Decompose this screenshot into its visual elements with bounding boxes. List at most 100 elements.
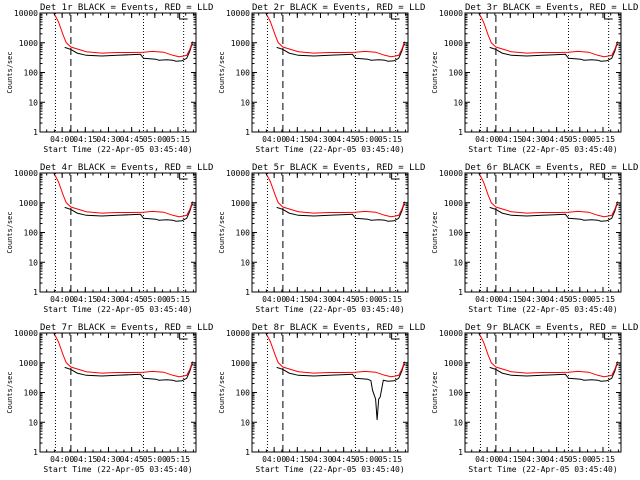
y-tick-label: 10 [240, 418, 250, 427]
x-axis-label: Start Time (22-Apr-05 03:45:40) [468, 465, 617, 474]
y-tick-label: 10 [240, 258, 250, 267]
series-lld-line [478, 332, 619, 378]
x-tick-label: 04:00 [262, 135, 286, 144]
corner-bracket [604, 13, 613, 20]
panel-title: Det 6r BLACK = Events, RED = LLD [465, 163, 638, 173]
series-events-line [64, 203, 194, 222]
y-axis-label: Counts/sec [431, 211, 439, 253]
plot-frame [39, 332, 197, 453]
y-tick-label: 100 [236, 389, 251, 398]
x-tick-label: 04:45 [332, 295, 356, 304]
y-tick-label: 10000 [14, 329, 38, 338]
x-tick-label: 04:45 [545, 455, 569, 464]
y-tick-label: 10000 [14, 169, 38, 178]
panel-title: Det 2r BLACK = Events, RED = LLD [252, 3, 425, 13]
y-axis-label: Counts/sec [218, 211, 226, 253]
series-events-line [64, 363, 194, 382]
x-axis-label: Start Time (22-Apr-05 03:45:40) [468, 145, 617, 154]
y-axis-label: Counts/sec [6, 371, 14, 413]
y-tick-label: 1 [458, 128, 463, 137]
y-tick-label: 10 [28, 418, 38, 427]
x-tick-label: 04:30 [308, 135, 332, 144]
x-tick-label: 04:45 [120, 295, 144, 304]
series-lld-line [265, 332, 406, 378]
x-tick-label: 05:15 [591, 455, 615, 464]
y-tick-label: 100 [236, 69, 251, 78]
x-tick-label: 04:30 [521, 455, 545, 464]
y-tick-label: 1 [458, 288, 463, 297]
series-lld-line [478, 12, 619, 58]
y-tick-label: 1000 [444, 39, 463, 48]
plot-frame [464, 12, 622, 133]
x-tick-label: 05:00 [355, 295, 379, 304]
x-tick-label: 05:15 [378, 295, 402, 304]
y-tick-label: 1000 [19, 359, 38, 368]
y-tick-label: 1000 [19, 39, 38, 48]
y-tick-label: 100 [24, 69, 39, 78]
y-tick-label: 10000 [439, 9, 463, 18]
x-tick-label: 04:30 [521, 295, 545, 304]
x-tick-label: 04:00 [475, 295, 499, 304]
detector-panel-7: 1 10 100 1000 10000 04:00 04:15 04:30 04:45 05:00… [6, 323, 213, 474]
x-axis-label: Start Time (22-Apr-05 03:45:40) [255, 465, 404, 474]
x-tick-label: 05:15 [166, 455, 190, 464]
corner-bracket [179, 13, 188, 20]
x-tick-label: 05:15 [591, 135, 615, 144]
x-tick-label: 04:30 [96, 295, 120, 304]
x-tick-label: 05:00 [143, 135, 167, 144]
x-tick-label: 04:45 [332, 135, 356, 144]
corner-bracket [604, 173, 613, 180]
detector-panel-5: 1 10 100 1000 10000 04:00 04:15 04:30 04:45 05:00… [218, 163, 425, 314]
y-tick-label: 1 [245, 448, 250, 457]
corner-bracket [179, 333, 188, 340]
x-axis-label: Start Time (22-Apr-05 03:45:40) [43, 145, 192, 154]
y-tick-label: 10 [28, 258, 38, 267]
corner-bracket [391, 333, 400, 340]
x-tick-label: 04:30 [96, 455, 120, 464]
x-tick-label: 04:45 [120, 455, 144, 464]
y-axis-label: Counts/sec [431, 51, 439, 93]
x-tick-label: 05:15 [378, 135, 402, 144]
x-tick-label: 04:15 [73, 135, 97, 144]
x-tick-label: 04:00 [50, 135, 74, 144]
series-lld-line [53, 332, 194, 378]
y-tick-label: 10 [453, 258, 463, 267]
x-tick-label: 05:15 [166, 135, 190, 144]
plot-frame [39, 172, 197, 293]
x-tick-label: 04:30 [521, 135, 545, 144]
y-tick-label: 1000 [231, 359, 250, 368]
series-events-line [276, 43, 406, 62]
x-tick-label: 05:00 [143, 295, 167, 304]
x-tick-label: 04:30 [308, 295, 332, 304]
series-events-line [64, 43, 194, 62]
x-tick-label: 05:00 [568, 295, 592, 304]
series-lld-line [53, 12, 194, 58]
y-axis-label: Counts/sec [6, 211, 14, 253]
x-tick-label: 04:00 [262, 295, 286, 304]
corner-bracket [604, 333, 613, 340]
y-tick-label: 1 [245, 288, 250, 297]
x-tick-label: 04:45 [120, 135, 144, 144]
series-lld-line [265, 172, 406, 218]
y-axis-label: Counts/sec [6, 51, 14, 93]
detector-panel-8: 1 10 100 1000 10000 04:00 04:15 04:30 04:45 05:00… [218, 323, 425, 474]
x-tick-label: 04:00 [262, 455, 286, 464]
x-axis-label: Start Time (22-Apr-05 03:45:40) [43, 305, 192, 314]
x-tick-label: 05:15 [166, 295, 190, 304]
series-lld-line [265, 12, 406, 58]
x-tick-label: 04:15 [498, 295, 522, 304]
y-tick-label: 10000 [226, 9, 250, 18]
panel-title: Det 4r BLACK = Events, RED = LLD [40, 163, 213, 173]
corner-bracket [179, 173, 188, 180]
y-tick-label: 100 [24, 229, 39, 238]
x-tick-label: 05:15 [591, 295, 615, 304]
series-lld-line [478, 172, 619, 218]
x-tick-label: 04:15 [285, 295, 309, 304]
y-tick-label: 10 [453, 418, 463, 427]
plot-frame [251, 12, 409, 133]
panel-title: Det 5r BLACK = Events, RED = LLD [252, 163, 425, 173]
y-axis-label: Counts/sec [218, 51, 226, 93]
x-tick-label: 05:00 [355, 135, 379, 144]
y-tick-label: 100 [449, 229, 464, 238]
